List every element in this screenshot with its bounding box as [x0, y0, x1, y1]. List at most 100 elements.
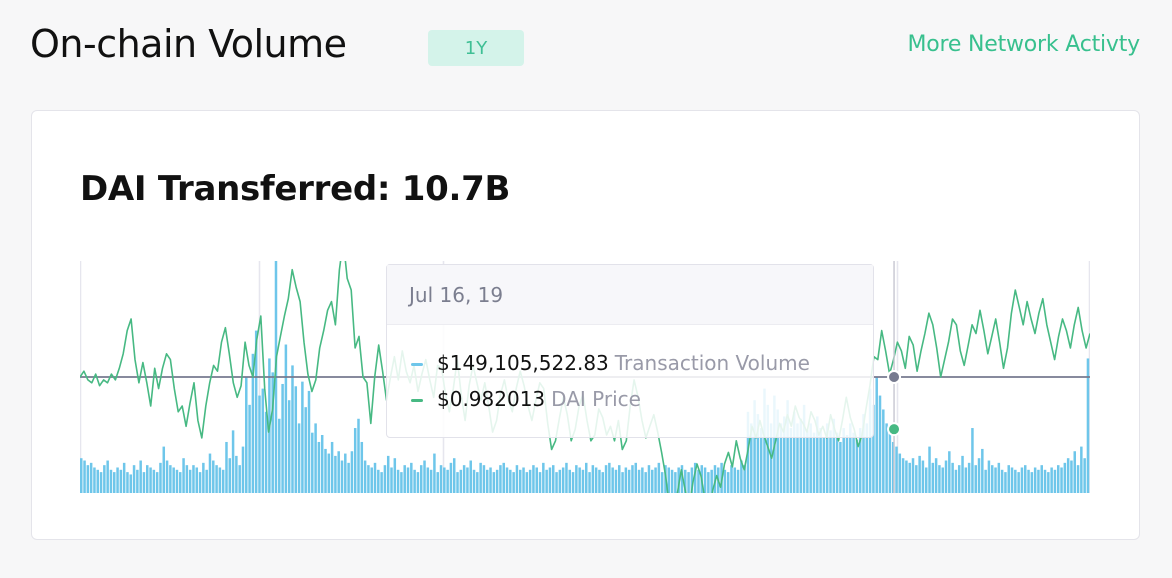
volume-bar: [690, 467, 694, 493]
volume-bar: [1047, 472, 1050, 493]
volume-bar: [723, 469, 727, 493]
tooltip-price-label: DAI Price: [551, 387, 641, 411]
volume-bar: [238, 465, 241, 493]
volume-bar: [878, 395, 882, 493]
volume-bar: [555, 472, 558, 493]
price-swatch-icon: [411, 399, 423, 402]
volume-bar: [535, 467, 538, 493]
volume-bar: [505, 467, 509, 493]
volume-bar: [687, 472, 690, 493]
volume-bar: [413, 469, 416, 493]
volume-bar: [1037, 469, 1040, 493]
volume-bar: [997, 462, 1001, 493]
volume-bar: [212, 460, 215, 493]
volume-bar: [479, 462, 482, 493]
volume-bar: [324, 448, 327, 493]
volume-bar: [344, 453, 347, 493]
volume-bar: [703, 467, 707, 493]
volume-bar: [254, 330, 258, 493]
volume-bar: [799, 418, 803, 493]
volume-bar: [410, 462, 413, 493]
volume-bar: [571, 472, 575, 493]
period-badge[interactable]: 1Y: [428, 30, 524, 66]
volume-bar: [165, 460, 169, 493]
volume-bar: [1063, 462, 1067, 493]
volume-bar: [882, 409, 885, 493]
volume-bar: [446, 469, 449, 493]
volume-bar: [845, 435, 849, 493]
volume-bar: [462, 465, 466, 493]
volume-bar: [964, 467, 968, 493]
volume-bar: [188, 469, 192, 493]
volume-bar: [776, 409, 779, 493]
volume-bar: [1033, 467, 1037, 493]
volume-bar: [789, 428, 793, 493]
volume-bar: [1070, 460, 1073, 493]
volume-bar: [545, 469, 548, 493]
volume-bar: [284, 344, 288, 493]
volume-bar: [542, 462, 545, 493]
volume-bar: [842, 428, 845, 493]
volume-bar: [1073, 451, 1076, 493]
volume-bar: [908, 462, 911, 493]
volume-bar: [452, 458, 456, 493]
volume-bar: [614, 469, 618, 493]
volume-bar: [667, 467, 671, 493]
volume-bar: [806, 430, 809, 493]
volume-bar: [215, 465, 218, 493]
volume-bar: [251, 353, 255, 493]
tooltip-date: Jul 16, 19: [387, 265, 873, 325]
volume-bar: [733, 467, 737, 493]
volume-bar: [393, 458, 397, 493]
volume-bar: [651, 469, 654, 493]
volume-bar: [1020, 467, 1024, 493]
volume-bar: [1053, 469, 1057, 493]
volume-bar: [106, 460, 109, 493]
volume-bar: [146, 465, 149, 493]
volume-bar: [466, 467, 469, 493]
volume-bar: [1004, 472, 1007, 493]
volume-bar: [311, 432, 314, 493]
volume-bar: [304, 407, 307, 493]
more-network-activity-link[interactable]: More Network Activty: [907, 32, 1140, 57]
volume-bar: [83, 460, 86, 493]
volume-bar: [93, 467, 96, 493]
volume-chart[interactable]: [80, 261, 1090, 493]
volume-bar: [974, 465, 977, 493]
volume-bar: [449, 462, 453, 493]
volume-bar: [561, 467, 565, 493]
volume-bar: [792, 411, 796, 493]
volume-bar: [132, 465, 136, 493]
volume-bar: [855, 439, 859, 493]
volume-bar: [515, 465, 519, 493]
volume-bar: [1050, 467, 1053, 493]
volume-bar: [594, 467, 598, 493]
volume-bar: [353, 428, 357, 493]
volume-bar: [80, 458, 83, 493]
volume-bar: [684, 469, 687, 493]
volume-bar: [202, 462, 205, 493]
volume-bar: [518, 469, 522, 493]
volume-bar: [1080, 446, 1083, 493]
volume-bar: [126, 472, 129, 493]
volume-bar: [990, 465, 994, 493]
volume-bar: [921, 460, 925, 493]
volume-bar: [1014, 469, 1017, 493]
volume-bar: [763, 388, 766, 493]
volume-card: DAI Transferred: 10.7B Jul 16, 19 $149,1…: [31, 110, 1140, 540]
volume-bar: [819, 428, 822, 493]
volume-bar: [693, 462, 697, 493]
volume-bar: [377, 469, 380, 493]
volume-bar: [155, 472, 159, 493]
volume-bar: [136, 469, 139, 493]
volume-bar: [528, 469, 532, 493]
volume-bar: [601, 472, 604, 493]
volume-bar: [895, 446, 898, 493]
volume-bar: [469, 460, 472, 493]
volume-bar: [386, 455, 390, 493]
volume-bar: [816, 416, 819, 493]
volume-bar: [433, 453, 436, 493]
volume-bar: [862, 414, 865, 493]
volume-bar: [1017, 472, 1020, 493]
volume-bar: [113, 472, 116, 493]
